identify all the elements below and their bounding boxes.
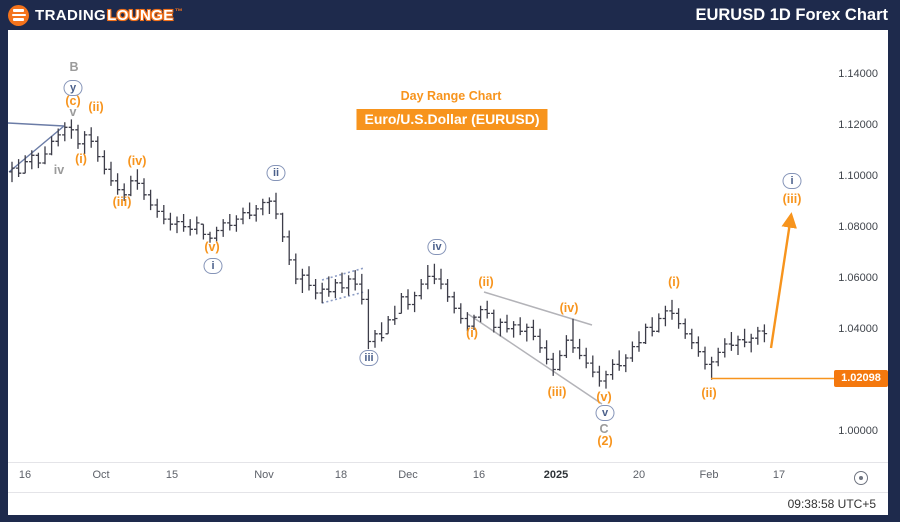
clock-timestamp: 09:38:58 UTC+5 bbox=[787, 497, 876, 511]
price-axis-tick: 1.08000 bbox=[838, 221, 878, 233]
wave-label-orange: (i) bbox=[75, 152, 87, 166]
date-axis-tick: 16 bbox=[18, 469, 32, 481]
axis-separator-bottom bbox=[8, 492, 888, 493]
wave-label-orange: (i) bbox=[466, 326, 478, 340]
trademark-symbol: ™ bbox=[174, 6, 184, 16]
wave-label-orange: (i) bbox=[668, 275, 680, 289]
wave-label-gray: C bbox=[599, 422, 609, 436]
price-axis-tick: 1.12000 bbox=[838, 119, 878, 131]
wave-label-gray: B bbox=[69, 60, 79, 74]
trendline bbox=[467, 313, 603, 405]
header: TRADINGLOUNGE™ EURUSD 1D Forex Chart bbox=[0, 0, 900, 30]
date-axis-tick: Nov bbox=[254, 469, 274, 481]
tradinglounge-logo-icon bbox=[8, 4, 29, 26]
wave-label-orange: (iv) bbox=[127, 154, 147, 168]
ohlc-bars bbox=[9, 119, 768, 389]
brand-logo[interactable]: TRADINGLOUNGE™ bbox=[8, 4, 184, 26]
date-axis-tick: 18 bbox=[334, 469, 348, 481]
chart-subtitle: Day Range Chart bbox=[400, 89, 502, 103]
date-axis-tick: 20 bbox=[632, 469, 646, 481]
wave-label-circle: v bbox=[595, 405, 615, 421]
wave-label-circle: ii bbox=[266, 165, 286, 181]
trendline bbox=[321, 291, 365, 304]
wave-label-orange: (iv) bbox=[559, 301, 579, 315]
wave-label-circle: i bbox=[203, 258, 223, 274]
wave-label-orange: (2) bbox=[597, 434, 613, 448]
date-axis-tick: Dec bbox=[398, 469, 418, 481]
date-axis-tick: 2025 bbox=[543, 469, 569, 481]
trendline bbox=[7, 122, 65, 127]
wave-label-orange: (c) bbox=[65, 94, 81, 108]
brand-secondary: LOUNGE bbox=[107, 6, 174, 24]
scroll-to-latest-icon[interactable] bbox=[854, 471, 868, 485]
brand-name: TRADINGLOUNGE™ bbox=[35, 6, 184, 24]
date-axis-tick: 15 bbox=[165, 469, 179, 481]
projection-arrow bbox=[769, 212, 797, 349]
wave-label-gray: v bbox=[69, 105, 77, 119]
wave-label-circle: iii bbox=[359, 350, 379, 366]
date-axis-tick: Oct bbox=[92, 469, 110, 481]
wave-label-orange: (iii) bbox=[112, 195, 132, 209]
price-axis-tick: 1.14000 bbox=[838, 68, 878, 80]
date-axis-tick: 16 bbox=[472, 469, 486, 481]
instrument-label: Euro/U.S.Dollar (EURUSD) bbox=[356, 109, 548, 130]
date-axis-tick: Feb bbox=[699, 469, 719, 481]
price-axis-tick: 1.04000 bbox=[838, 323, 878, 335]
wave-label-orange: (iii) bbox=[547, 385, 567, 399]
price-axis-tick: 1.06000 bbox=[838, 272, 878, 284]
price-tag: 1.02098 bbox=[834, 370, 888, 387]
wave-label-orange: (v) bbox=[596, 390, 612, 404]
wave-label-orange: (ii) bbox=[88, 100, 104, 114]
wave-label-circle: i bbox=[782, 173, 802, 189]
wave-label-circle: iv bbox=[427, 239, 447, 255]
trendline bbox=[483, 291, 593, 326]
axis-separator-top bbox=[8, 462, 888, 463]
brand-primary: TRADING bbox=[35, 6, 107, 24]
price-axis-tick: 1.00000 bbox=[838, 425, 878, 437]
wave-label-orange: (ii) bbox=[478, 275, 494, 289]
trendline bbox=[321, 267, 365, 281]
wave-label-orange: (ii) bbox=[701, 386, 717, 400]
price-axis-tick: 1.10000 bbox=[838, 170, 878, 182]
trendlines bbox=[7, 122, 603, 405]
wave-label-gray: iv bbox=[53, 163, 65, 177]
wave-label-orange: (iii) bbox=[782, 192, 802, 206]
date-axis-tick: 17 bbox=[772, 469, 786, 481]
wave-label-circle: y bbox=[63, 80, 83, 96]
page-title: EURUSD 1D Forex Chart bbox=[695, 5, 888, 24]
wave-label-orange: (v) bbox=[204, 240, 220, 254]
